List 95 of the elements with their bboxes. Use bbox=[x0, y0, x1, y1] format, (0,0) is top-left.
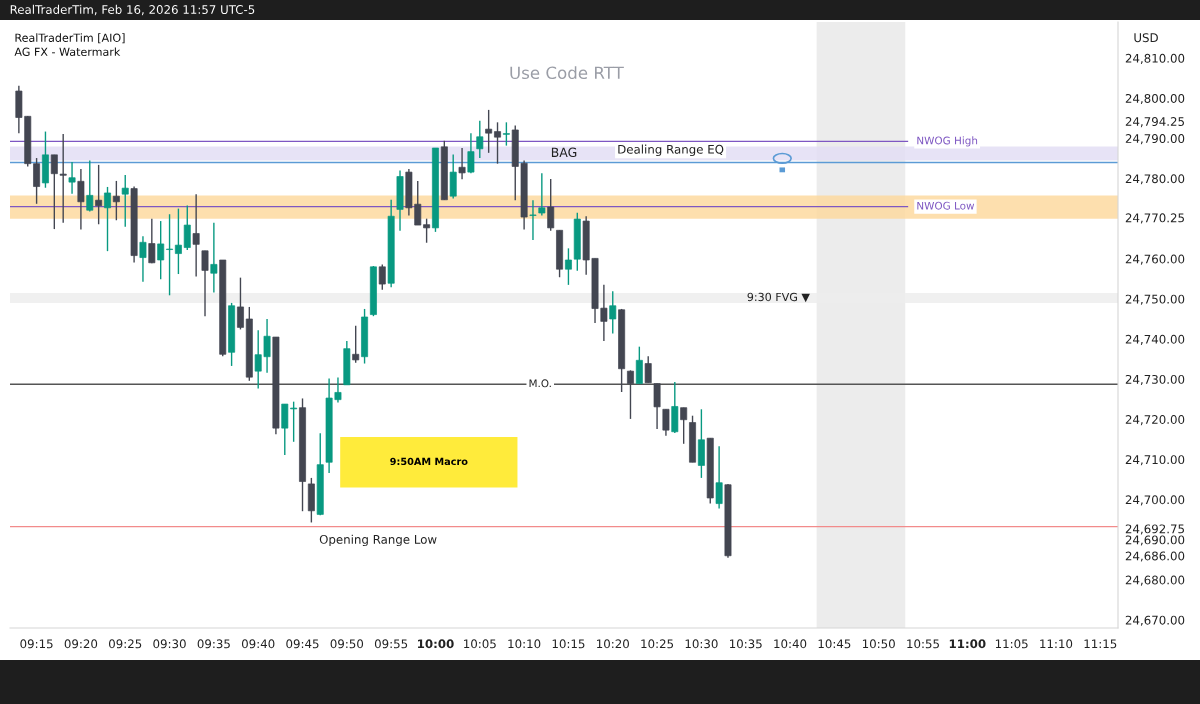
x-tick-label: 11:15 bbox=[1084, 639, 1117, 649]
candlestick bbox=[157, 220, 165, 280]
y-tick-label: 24,720.00 bbox=[1125, 415, 1185, 426]
y-axis-title: USD bbox=[1134, 33, 1158, 43]
x-tick-label: 09:20 bbox=[64, 639, 98, 649]
y-tick-label: 24,770.25 bbox=[1125, 213, 1184, 224]
candlestick bbox=[352, 325, 360, 364]
x-tick-label: 10:50 bbox=[862, 639, 895, 649]
y-tick-label: 24,690.00 bbox=[1125, 535, 1185, 546]
candlestick bbox=[494, 121, 501, 165]
candlestick bbox=[547, 178, 555, 232]
candlestick bbox=[662, 408, 670, 437]
x-tick-label: 10:45 bbox=[818, 639, 851, 649]
annotation: RealTraderTim [AIO] bbox=[15, 33, 125, 44]
y-tick-label: 24,710.00 bbox=[1125, 455, 1185, 466]
text: Use Code RTT bbox=[510, 66, 624, 80]
candlestick bbox=[476, 120, 484, 159]
candlestick bbox=[458, 147, 466, 181]
x-tick-label: 10:25 bbox=[641, 639, 674, 649]
y-tick-label: 24,680.00 bbox=[1125, 575, 1185, 586]
y-tick-label: 24,750.00 bbox=[1125, 294, 1185, 305]
candlestick bbox=[95, 164, 103, 225]
candlestick bbox=[86, 159, 94, 213]
x-tick-label: 09:45 bbox=[286, 639, 319, 649]
band-label: BAG bbox=[551, 147, 577, 158]
candlestick bbox=[467, 132, 475, 174]
y-tick-label: 24,794.25 bbox=[1125, 117, 1184, 128]
candlestick bbox=[104, 186, 111, 252]
x-tick-label: 11:10 bbox=[1040, 639, 1073, 649]
candlestick bbox=[121, 174, 129, 228]
x-tick-label: 10:15 bbox=[552, 639, 585, 649]
band-label: 9:30 FVG ▼ bbox=[747, 292, 810, 303]
candlestick bbox=[485, 109, 493, 154]
candlestick bbox=[139, 235, 147, 283]
candlestick bbox=[502, 121, 510, 147]
y-tick-label: 24,686.00 bbox=[1125, 551, 1185, 562]
candlestick bbox=[529, 199, 537, 241]
x-tick-label: 10:55 bbox=[907, 639, 939, 649]
candlestick bbox=[68, 161, 76, 195]
candlestick bbox=[564, 247, 572, 286]
x-tick-label: 09:40 bbox=[241, 639, 275, 649]
candlestick bbox=[644, 355, 652, 384]
ref-line-label: NWOG High bbox=[917, 136, 978, 147]
candlestick bbox=[192, 193, 200, 278]
candlestick bbox=[627, 369, 634, 420]
y-tick-label: 24,670.00 bbox=[1125, 615, 1185, 626]
x-tick-label: 11:05 bbox=[995, 639, 1028, 649]
candlestick bbox=[201, 250, 209, 317]
y-tick-label: 24,760.00 bbox=[1125, 254, 1185, 265]
x-tick-label: 10:40 bbox=[774, 639, 807, 649]
ref-line-label: M.O. bbox=[529, 379, 551, 388]
candlestick bbox=[635, 345, 643, 385]
candlestick bbox=[174, 207, 182, 275]
annotation: AG FX - Watermark bbox=[14, 47, 121, 57]
y-tick-label: 24,810.00 bbox=[1125, 53, 1185, 64]
candlestick bbox=[33, 157, 41, 205]
x-tick-label: 09:50 bbox=[330, 639, 364, 649]
candlestick bbox=[680, 406, 688, 445]
x-tick-label: 10:30 bbox=[685, 639, 718, 649]
y-tick-label: 24,780.00 bbox=[1125, 174, 1185, 185]
candlestick bbox=[148, 217, 156, 264]
candlestick bbox=[112, 180, 120, 221]
x-tick-label: 10:05 bbox=[464, 639, 496, 649]
candlestick bbox=[166, 213, 173, 296]
candlestick bbox=[538, 172, 546, 217]
x-tick-label: 10:00 bbox=[418, 639, 454, 649]
y-tick-label: 24,740.00 bbox=[1125, 334, 1185, 345]
ref-line-label: NWOG Low bbox=[917, 201, 975, 210]
candlestick bbox=[210, 221, 218, 294]
x-tick-label: 09:25 bbox=[109, 639, 142, 649]
x-tick-label: 10:20 bbox=[597, 639, 629, 649]
x-tick-label: 09:55 bbox=[374, 639, 408, 649]
candlestick bbox=[609, 290, 617, 335]
x-tick-label: 09:35 bbox=[197, 639, 230, 649]
ref-line-label: Opening Range Low bbox=[319, 534, 437, 547]
candlestick bbox=[77, 168, 85, 231]
candlestick bbox=[237, 276, 244, 331]
x-tick-label: 10:35 bbox=[730, 639, 762, 649]
x-tick-label: 10:10 bbox=[508, 639, 541, 649]
x-tick-label: 09:15 bbox=[20, 639, 53, 649]
y-tick-label: 24,692.75 bbox=[1125, 524, 1184, 535]
candlestick bbox=[715, 445, 723, 510]
candlestick bbox=[423, 217, 431, 244]
text: RealTraderTim, Feb 16, 2026 11:57 UTC-5 bbox=[10, 4, 255, 16]
candlestick bbox=[378, 263, 386, 291]
candlestick bbox=[183, 204, 191, 251]
y-tick-label: 24,730.00 bbox=[1125, 374, 1185, 386]
annotation: 9:50AM Macro bbox=[390, 457, 468, 466]
y-tick-label: 24,790.00 bbox=[1125, 134, 1185, 145]
x-tick-label: 09:30 bbox=[153, 639, 186, 649]
candlestick bbox=[653, 382, 661, 430]
y-tick-label: 24,800.00 bbox=[1125, 93, 1185, 105]
y-tick-label: 24,700.00 bbox=[1125, 495, 1185, 506]
ref-line-label: Dealing Range EQ bbox=[618, 144, 724, 157]
x-tick-label: 11:00 bbox=[949, 639, 986, 649]
